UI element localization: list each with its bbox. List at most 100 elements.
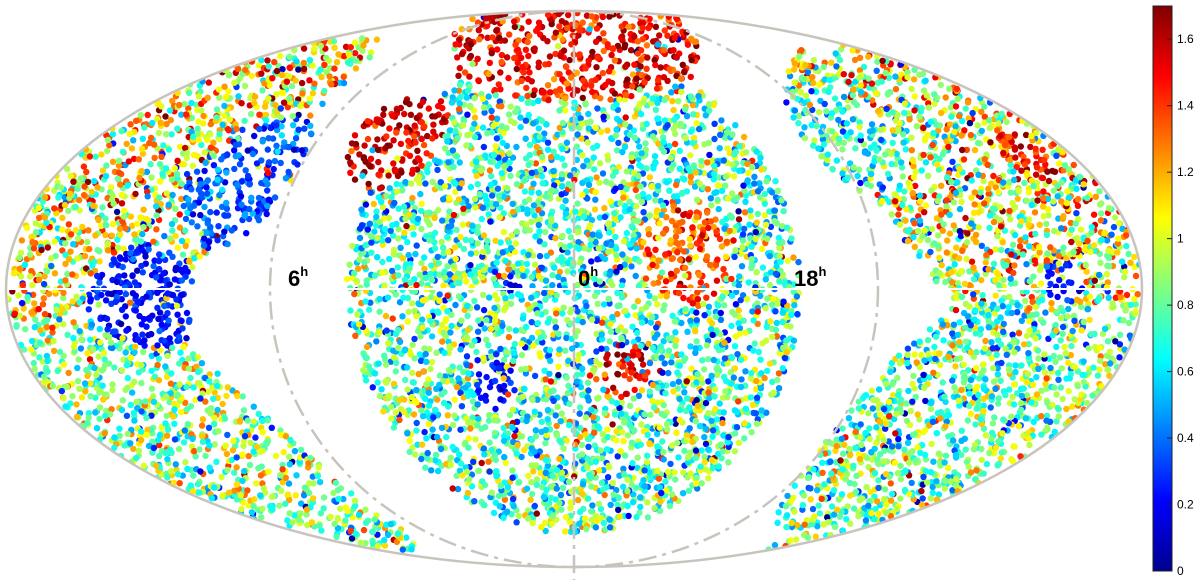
data-point xyxy=(555,363,562,370)
data-point xyxy=(218,156,225,163)
data-point xyxy=(699,357,706,364)
data-point xyxy=(1009,393,1016,401)
data-point xyxy=(739,237,747,244)
data-point xyxy=(468,342,476,349)
data-point xyxy=(1097,259,1104,267)
data-point xyxy=(639,361,647,368)
data-point xyxy=(194,223,201,230)
data-point xyxy=(856,123,863,130)
data-point xyxy=(788,311,795,319)
data-point xyxy=(900,196,908,203)
data-point xyxy=(928,399,935,407)
data-point xyxy=(463,278,470,285)
data-point xyxy=(421,428,428,436)
data-point xyxy=(96,415,103,423)
data-point xyxy=(596,179,603,186)
data-point xyxy=(1077,226,1085,233)
data-point xyxy=(606,338,613,345)
data-point xyxy=(128,145,136,152)
data-point xyxy=(628,263,635,270)
data-point xyxy=(643,65,650,73)
data-point xyxy=(156,194,163,201)
data-point xyxy=(174,157,181,164)
data-point xyxy=(48,255,55,262)
data-point xyxy=(634,464,641,472)
data-point xyxy=(42,194,49,201)
data-point xyxy=(535,189,542,197)
data-point xyxy=(1097,210,1105,217)
data-point xyxy=(943,249,950,256)
data-point xyxy=(801,124,808,131)
data-point xyxy=(205,424,213,431)
data-point xyxy=(679,490,687,497)
data-point xyxy=(1006,293,1013,301)
data-point xyxy=(537,353,544,360)
data-point xyxy=(1078,327,1085,334)
data-point xyxy=(1029,381,1037,388)
data-point xyxy=(668,359,675,366)
data-point xyxy=(1039,174,1047,182)
data-point xyxy=(1023,261,1030,268)
data-point xyxy=(701,312,708,319)
data-point xyxy=(73,401,80,408)
data-point xyxy=(181,100,188,108)
data-point xyxy=(408,180,415,187)
data-point xyxy=(246,181,253,188)
data-point xyxy=(253,480,260,487)
data-point xyxy=(520,272,527,280)
data-point xyxy=(513,65,520,73)
data-point xyxy=(598,319,606,326)
data-point xyxy=(231,469,238,476)
data-point xyxy=(782,503,790,510)
data-point xyxy=(532,233,539,240)
data-point xyxy=(78,394,86,401)
data-point xyxy=(693,396,700,404)
data-point xyxy=(1011,232,1019,239)
data-point xyxy=(156,160,164,168)
data-point xyxy=(705,378,712,385)
data-point xyxy=(863,454,870,461)
data-point xyxy=(516,479,523,486)
data-point xyxy=(1072,220,1079,227)
data-point xyxy=(248,72,255,80)
data-point xyxy=(836,56,844,64)
data-point xyxy=(1017,143,1024,150)
data-point xyxy=(121,207,128,215)
data-point xyxy=(562,347,569,354)
data-point xyxy=(576,508,584,516)
data-point xyxy=(188,99,195,107)
data-point xyxy=(436,291,443,298)
data-point xyxy=(902,146,909,153)
data-point xyxy=(213,458,220,465)
data-point xyxy=(174,125,181,132)
data-point xyxy=(456,451,463,458)
data-point xyxy=(1073,210,1080,217)
data-point xyxy=(911,340,918,347)
data-point xyxy=(872,439,880,447)
data-point xyxy=(959,146,966,154)
data-point xyxy=(650,165,657,172)
data-point xyxy=(363,343,371,351)
data-point xyxy=(148,330,155,338)
data-point xyxy=(167,116,174,124)
data-point xyxy=(962,105,969,112)
data-point xyxy=(277,105,284,112)
data-point xyxy=(523,485,531,492)
data-point xyxy=(1106,348,1114,355)
data-point xyxy=(936,254,943,262)
data-point xyxy=(998,246,1005,254)
data-point xyxy=(519,265,526,273)
data-point xyxy=(713,371,721,378)
data-point xyxy=(423,150,430,157)
data-point xyxy=(962,446,969,453)
data-point xyxy=(402,178,409,186)
data-point xyxy=(814,487,821,494)
data-point xyxy=(407,111,415,119)
data-point xyxy=(559,484,567,491)
data-point xyxy=(29,282,36,289)
data-point xyxy=(1032,145,1039,152)
data-point xyxy=(488,172,495,180)
data-point xyxy=(877,126,884,134)
data-point xyxy=(604,41,611,48)
data-point xyxy=(394,264,401,271)
